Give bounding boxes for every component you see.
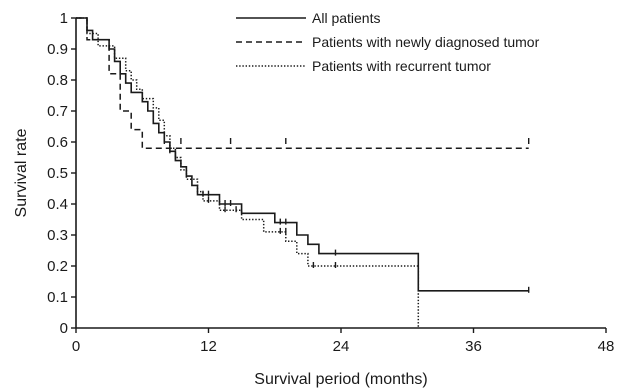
y-tick-label-4: 0.4 [47,196,68,213]
y-tick-label-5: 0.5 [47,165,68,182]
plot-area: 0 12 24 36 48 0 0.1 0.2 0.3 0.4 0.5 0.6 0.7 0.8 0.9 1 [47,10,614,355]
y-tick-label-10: 1 [60,10,68,27]
x-tick-label-4: 48 [598,338,615,355]
series-line-1 [76,17,529,149]
x-tick-label-3: 36 [465,338,482,355]
x-tick-label-0: 0 [72,338,80,355]
y-tick-label-0: 0 [60,320,68,337]
legend-label-2: Patients with recurrent tumor [312,58,491,74]
ticks-layer: 0 12 24 36 48 0 0.1 0.2 0.3 0.4 0.5 0.6 0.7 0.8 0.9 1 [47,10,614,355]
y-tick-label-2: 0.2 [47,258,68,275]
legend-label-0: All patients [312,10,380,26]
legend-label-1: Patients with newly diagnosed tumor [312,34,540,50]
y-tick-label-7: 0.7 [47,103,68,120]
y-tick-label-3: 0.3 [47,227,68,244]
y-tick-label-1: 0.1 [47,289,68,306]
y-tick-label-6: 0.6 [47,134,68,151]
y-axis-title: Survival rate [13,128,30,217]
x-axis-title: Survival period (months) [254,371,427,388]
x-tick-label-2: 24 [333,338,350,355]
legend: All patients Patients with newly diagnose… [236,10,540,74]
x-tick-label-1: 12 [200,338,217,355]
y-tick-label-8: 0.8 [47,72,68,89]
y-tick-label-9: 0.9 [47,41,68,58]
series-layer [76,17,530,328]
